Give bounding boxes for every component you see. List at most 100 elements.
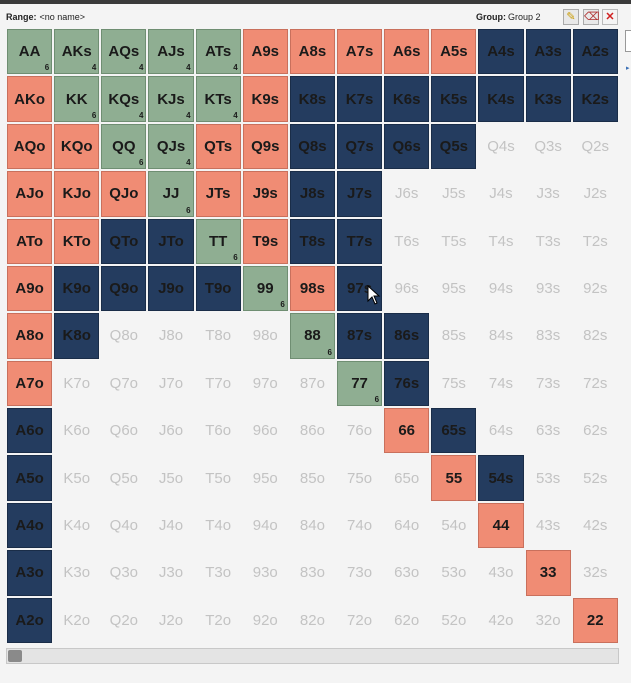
hand-cell[interactable]: 42s (573, 503, 618, 548)
hand-cell[interactable]: 95s (431, 266, 476, 311)
hand-cell[interactable]: KQs 4 (101, 76, 147, 122)
hand-cell[interactable]: J7o (148, 361, 193, 406)
hand-cell[interactable]: 64o (384, 503, 429, 548)
hand-cell[interactable]: AQs 4 (101, 29, 147, 75)
hand-cell[interactable]: A7s (336, 29, 383, 75)
close-button[interactable]: ✕ (602, 9, 618, 25)
hand-cell[interactable]: T7o (196, 361, 241, 406)
hand-cell[interactable]: J2o (148, 598, 193, 643)
hand-cell[interactable]: J3o (148, 550, 193, 595)
hand-cell[interactable]: K9o (54, 265, 100, 312)
hand-cell[interactable]: JTs (195, 171, 241, 217)
group-selector[interactable]: Group: Group 2 (476, 12, 541, 22)
hand-cell[interactable]: A4o (7, 502, 53, 549)
hand-cell[interactable]: 84o (290, 503, 335, 548)
hand-cell[interactable]: 72o (337, 598, 382, 643)
hand-cell[interactable]: K2s (572, 76, 618, 122)
hand-cell[interactable]: 87o (290, 361, 335, 406)
hand-cell[interactable]: 55 (431, 455, 477, 501)
hand-cell[interactable]: Q9o (101, 265, 147, 312)
hand-cell[interactable]: A4s (478, 29, 524, 75)
hand-cell[interactable]: 75s (431, 361, 476, 406)
hand-cell[interactable]: AJo (7, 171, 53, 217)
side-input-field[interactable] (625, 30, 631, 52)
hand-cell[interactable]: Q3o (101, 550, 146, 595)
hand-cell[interactable]: K6s (384, 76, 430, 122)
hand-cell[interactable]: QQ 6 (101, 123, 147, 170)
hand-cell[interactable]: J8o (148, 313, 193, 358)
hand-cell[interactable]: K2o (54, 598, 99, 643)
hand-cell[interactable]: K3s (525, 76, 571, 122)
hand-cell[interactable]: KJs 4 (148, 76, 194, 122)
hand-cell[interactable]: A3s (525, 29, 571, 75)
hand-cell[interactable]: 77 6 (336, 360, 383, 406)
hand-cell[interactable]: T6s (384, 219, 429, 264)
hand-cell[interactable]: 64s (478, 408, 523, 453)
scroll-thumb[interactable] (8, 650, 22, 662)
hand-cell[interactable]: 76o (337, 408, 382, 453)
hand-cell[interactable]: Q3s (526, 124, 571, 169)
hand-cell[interactable]: 99 6 (242, 265, 288, 312)
hand-cell[interactable]: AKo (7, 76, 53, 122)
hand-cell[interactable]: K9s (242, 76, 288, 122)
hand-cell[interactable]: QJs 4 (148, 123, 194, 170)
hand-cell[interactable]: T4s (478, 219, 523, 264)
hand-cell[interactable]: T6o (196, 408, 241, 453)
hand-cell[interactable]: 42o (478, 598, 523, 643)
hand-cell[interactable]: 73o (337, 550, 382, 595)
hand-cell[interactable]: J4s (478, 171, 523, 216)
hand-cell[interactable]: J5s (431, 171, 476, 216)
hand-cell[interactable]: KJo (54, 171, 100, 217)
hand-cell[interactable]: 86s (384, 313, 430, 359)
hand-cell[interactable]: A2o (7, 597, 53, 643)
hand-cell[interactable]: 85o (290, 455, 335, 500)
hand-cell[interactable]: 54s (478, 455, 524, 501)
hand-cell[interactable]: 76s (384, 360, 430, 406)
hand-cell[interactable]: 32s (573, 550, 618, 595)
hand-cell[interactable]: 72s (573, 361, 618, 406)
hand-cell[interactable]: 85s (431, 313, 476, 358)
hand-cell[interactable]: Q2s (573, 124, 618, 169)
hand-cell[interactable]: T8s (289, 218, 335, 264)
hand-cell[interactable]: Q7o (101, 361, 146, 406)
hand-cell[interactable]: 62s (573, 408, 618, 453)
hand-cell[interactable]: K7s (336, 76, 383, 122)
hand-cell[interactable]: Q2o (101, 598, 146, 643)
hand-cell[interactable]: T5o (196, 455, 241, 500)
hand-cell[interactable]: J6s (384, 171, 429, 216)
hand-cell[interactable]: Q4o (101, 503, 146, 548)
hand-cell[interactable]: A6s (384, 29, 430, 75)
hand-cell[interactable]: A2s (572, 29, 618, 75)
hand-cell[interactable]: T2o (196, 598, 241, 643)
range-name-value[interactable]: <no name> (39, 12, 86, 22)
hand-cell[interactable]: A7o (7, 360, 53, 406)
hand-cell[interactable]: Q9s (242, 123, 288, 170)
hand-cell[interactable]: KQo (54, 123, 100, 170)
hand-cell[interactable]: 96s (384, 266, 429, 311)
hand-cell[interactable]: J4o (148, 503, 193, 548)
hand-cell[interactable]: 94s (478, 266, 523, 311)
hand-cell[interactable]: K7o (54, 361, 99, 406)
hand-cell[interactable]: J7s (336, 171, 383, 217)
hand-cell[interactable]: 73s (526, 361, 571, 406)
hand-cell[interactable]: 74o (337, 503, 382, 548)
hand-cell[interactable]: A8o (7, 313, 53, 359)
hand-cell[interactable]: K8o (54, 313, 100, 359)
edit-button[interactable]: ✎ (563, 9, 579, 25)
hand-cell[interactable]: AJs 4 (148, 29, 194, 75)
hand-cell[interactable]: J3s (526, 171, 571, 216)
hand-cell[interactable]: 98o (243, 313, 288, 358)
hand-cell[interactable]: ATs 4 (195, 29, 241, 75)
hand-cell[interactable]: Q8s (289, 123, 335, 170)
hand-cell[interactable]: 52o (431, 598, 476, 643)
hand-cell[interactable]: 66 (384, 408, 430, 454)
hand-cell[interactable]: ATo (7, 218, 53, 264)
hand-cell[interactable]: J5o (148, 455, 193, 500)
hand-cell[interactable]: Q5s (431, 123, 477, 170)
hand-cell[interactable]: 98s (289, 265, 335, 312)
hand-cell[interactable]: T3o (196, 550, 241, 595)
hand-cell[interactable]: K6o (54, 408, 99, 453)
horizontal-scrollbar[interactable] (6, 648, 619, 664)
hand-cell[interactable]: 95o (243, 455, 288, 500)
hand-cell[interactable]: 84s (478, 313, 523, 358)
